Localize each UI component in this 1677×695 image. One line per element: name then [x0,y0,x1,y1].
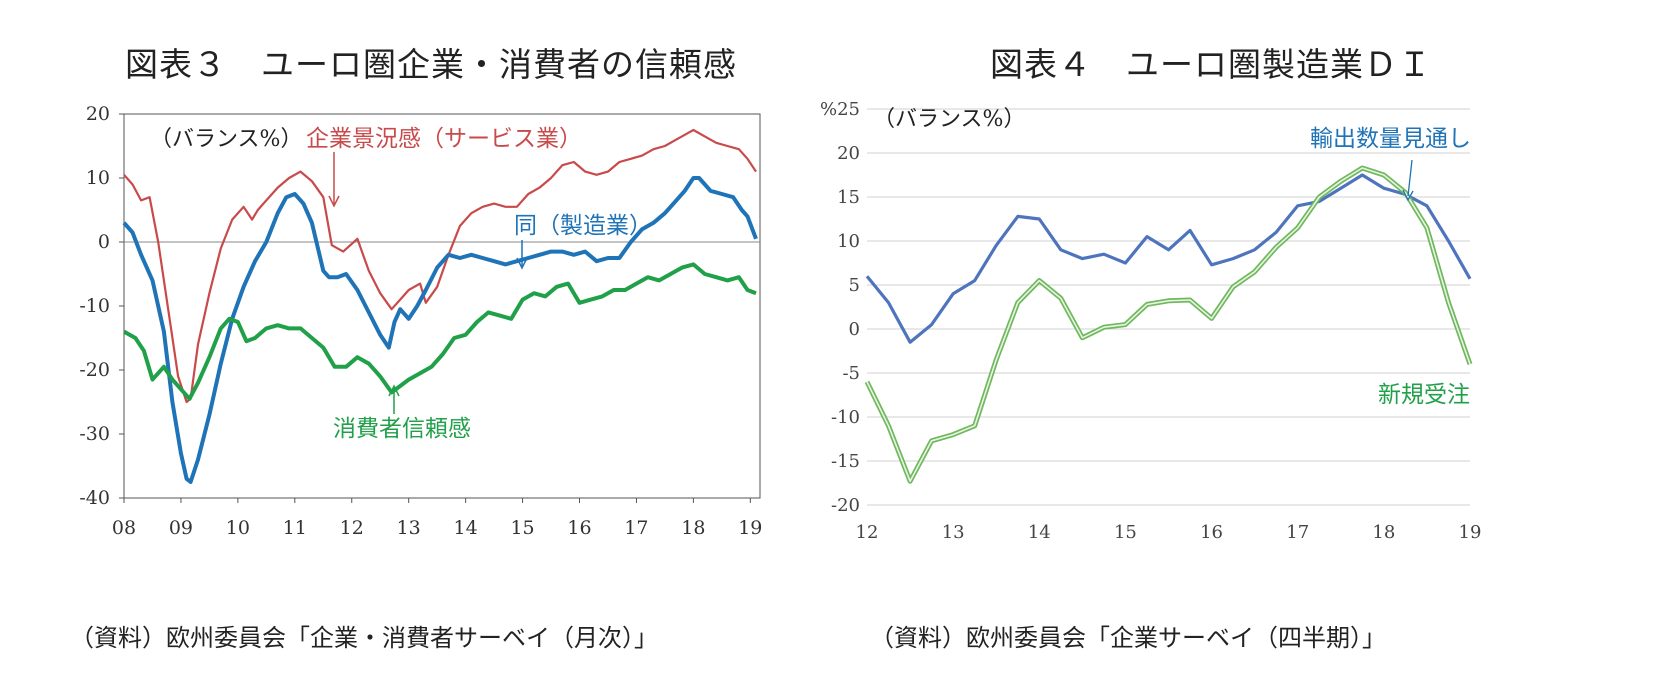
y-tick-label: -30 [79,423,110,445]
x-tick-label: 18 [1372,522,1395,543]
annotation-arrowhead [1402,189,1414,202]
x-tick-label: 16 [567,517,591,539]
x-tick-label: 14 [1028,522,1051,543]
x-tick-label: 19 [1459,522,1482,543]
y-tick-label: 15 [837,187,860,208]
annotation-label: 新規受注 [1378,382,1470,408]
annotation-label: 消費者信頼感 [333,416,471,442]
line-chart-confidence: -40 -30 -20 -10 0 10 20 08 09 10 11 12 13 14 15 16 17 18 1… [79,103,762,539]
y-tick-label: 0 [98,231,110,253]
chart-title: 図表４ ユーロ圏製造業ＤＩ [990,45,1432,84]
x-tick-label: 12 [856,522,879,543]
x-tick-label: 13 [942,522,965,543]
annotation-label: 輸出数量見通し [1310,126,1471,152]
y-tick-label: -10 [831,407,860,428]
source-note: （資料）欧州委員会「企業サーベイ（四半期）」 [870,624,1386,652]
unit-label: （バランス%） [150,127,302,152]
line-chart-manufacturing-di: -20 -15 -10 -5 0 5 10 15 20 %25 12 13 14 15 16 17 18 19 （バ… [820,99,1482,543]
x-tick-label: 14 [454,517,478,539]
series-line [864,165,1473,484]
x-tick-label: 15 [510,517,534,539]
y-tick-label: -5 [842,363,860,384]
x-tick-label: 10 [226,517,250,539]
series-line [123,262,757,401]
x-tick-label: 08 [112,517,136,539]
annotation-arrowhead [388,384,400,397]
x-tick-label: 17 [1286,522,1309,543]
x-tick-label: 12 [340,517,364,539]
series-line-inner [866,167,1471,482]
annotation-arrow [1407,159,1413,197]
x-tick-label: 13 [397,517,421,539]
x-tick-label: 15 [1114,522,1137,543]
chart-title: 図表３ ユーロ圏企業・消費者の信頼感 [125,45,737,84]
y-tick-label: -40 [79,487,110,509]
chart-panel-right: 図表４ ユーロ圏製造業ＤＩ -20 -15 -10 -5 0 5 10 15 20 %25 12 13… [820,0,1677,695]
y-tick-label: 10 [86,167,110,189]
x-tick-label: 16 [1200,522,1223,543]
series-line [865,173,1472,344]
annotation-label: 企業景況感（サービス業） [306,126,582,152]
annotation-label: 同（製造業） [514,213,652,239]
x-tick-label: 09 [169,517,193,539]
source-note: （資料）欧州委員会「企業・消費者サーベイ（月次）」 [70,624,658,652]
annotation-arrowhead [516,257,528,270]
y-tick-label: 5 [849,275,860,296]
chart-panel-left: 図表３ ユーロ圏企業・消費者の信頼感 -40 -30 -20 -10 0 10 20 08 09… [70,45,762,652]
y-tick-label: 0 [849,319,860,340]
unit-label: （バランス%） [873,107,1025,132]
y-tick-label: -20 [79,359,110,381]
y-tick-label: 20 [86,103,110,125]
x-tick-label: 18 [681,517,705,539]
x-tick-label: 11 [283,517,307,539]
x-tick-label: 19 [738,517,762,539]
y-tick-label: -10 [79,295,110,317]
y-tick-label: 20 [837,143,860,164]
series-line [122,176,758,484]
y-tick-label: %25 [820,99,860,120]
y-tick-label: 10 [837,231,860,252]
y-tick-label: -20 [831,495,860,516]
x-tick-label: 17 [624,517,648,539]
annotation-arrowhead [328,195,340,208]
y-tick-label: -15 [831,451,860,472]
